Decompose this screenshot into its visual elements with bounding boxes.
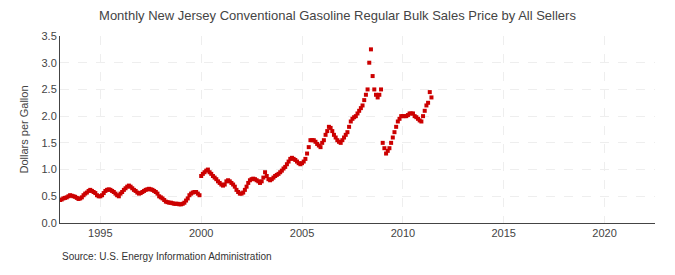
svg-text:2005: 2005 bbox=[290, 227, 314, 239]
svg-text:3.5: 3.5 bbox=[42, 30, 57, 42]
svg-text:2000: 2000 bbox=[189, 227, 213, 239]
svg-text:0.5: 0.5 bbox=[42, 190, 57, 202]
svg-text:0.0: 0.0 bbox=[42, 217, 57, 229]
svg-text:1.5: 1.5 bbox=[42, 137, 57, 149]
svg-text:2015: 2015 bbox=[491, 227, 515, 239]
svg-text:2.0: 2.0 bbox=[42, 110, 57, 122]
svg-text:2.5: 2.5 bbox=[42, 83, 57, 95]
svg-text:3.0: 3.0 bbox=[42, 57, 57, 69]
svg-text:2020: 2020 bbox=[592, 227, 616, 239]
svg-text:Source: U.S. Energy Informatio: Source: U.S. Energy Information Administ… bbox=[62, 251, 272, 262]
svg-text:Monthly New Jersey Conventiona: Monthly New Jersey Conventional Gasoline… bbox=[99, 8, 576, 23]
svg-text:2010: 2010 bbox=[391, 227, 415, 239]
svg-text:1.0: 1.0 bbox=[42, 163, 57, 175]
svg-text:Dollars per Gallon: Dollars per Gallon bbox=[18, 85, 30, 173]
svg-text:1995: 1995 bbox=[88, 227, 112, 239]
